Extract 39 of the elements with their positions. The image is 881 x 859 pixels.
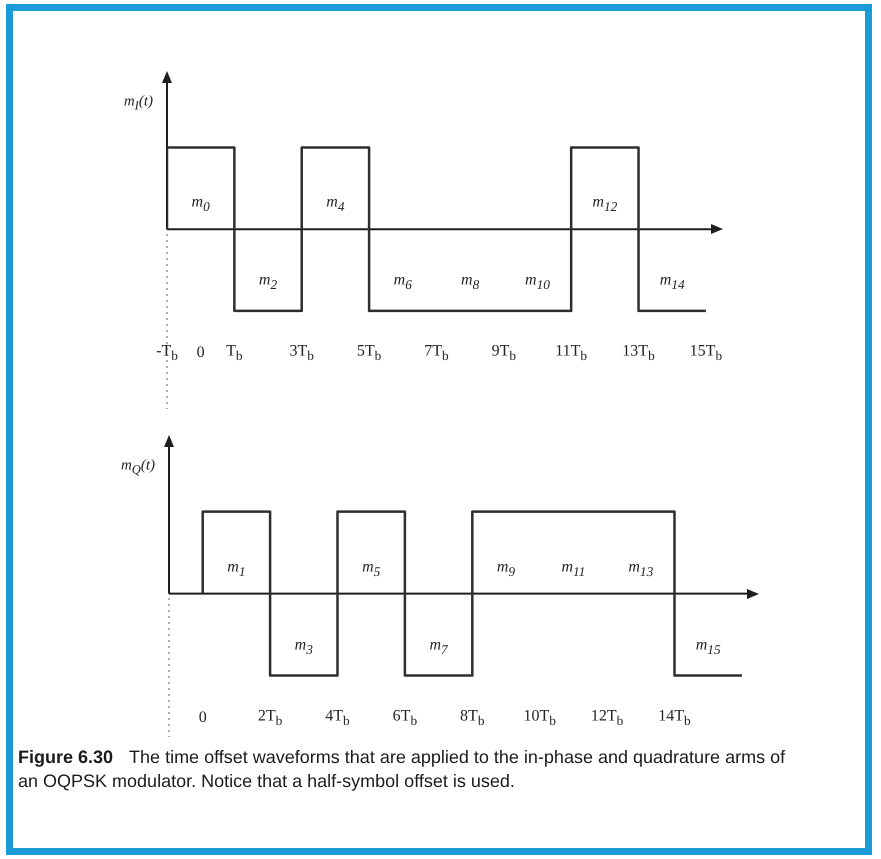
y-axis-title: m$_{Q}$(t) (120, 457, 155, 476)
x-tick-label: 7T$_{b}$ (424, 342, 449, 364)
x-tick-label: 15T$_{b}$ (690, 342, 722, 364)
annotation: m$_{6}$ (394, 272, 412, 292)
text: an OQPSK modulator. Notice that a half-symbol offset is used. (18, 771, 515, 791)
annotation: m$_{10}$ (525, 272, 550, 292)
y-axis-title: m$_{I}$(t) (124, 93, 153, 112)
annotation: m$_{13}$ (628, 558, 654, 579)
x-tick-label: 14T$_{b}$ (658, 707, 691, 728)
annotation: m$_{3}$ (294, 636, 313, 656)
x-tick-label: 8T$_{b}$ (460, 707, 485, 728)
x-tick-label: 5T$_{b}$ (356, 342, 382, 364)
x-tick-label: 11T$_{b}$ (555, 342, 588, 364)
annotation: m$_{8}$ (461, 272, 480, 292)
x-tick-label: 0 (198, 708, 207, 726)
x-tick-label: 2T$_{b}$ (258, 707, 282, 728)
annotation: m$_{5}$ (362, 558, 380, 579)
x-tick-label: T$_{b}$ (226, 342, 243, 364)
x-tick-label: 0 (196, 344, 205, 362)
annotation: m$_{11}$ (561, 558, 586, 579)
x-tick-label: 3T$_{b}$ (289, 342, 314, 364)
caption: Figure 6.30 (18, 747, 114, 767)
annotation: m$_{12}$ (592, 194, 618, 214)
x-tick-label: 13T$_{b}$ (622, 342, 655, 364)
x-tick-label: 9T$_{b}$ (492, 342, 516, 364)
x-tick-label: 12T$_{b}$ (590, 707, 624, 728)
annotation: m$_{7}$ (429, 636, 448, 656)
text: The time offset waveforms that are applied to the in-phase and quadrature arms of (129, 747, 786, 767)
annotation: m$_{4}$ (326, 194, 345, 214)
x-tick-label: 6T$_{b}$ (392, 707, 418, 728)
x-tick-label: -T$_{b}$ (156, 342, 178, 364)
x-tick-label: 4T$_{b}$ (325, 707, 350, 728)
annotation: m$_{15}$ (696, 636, 721, 656)
annotation: m$_{1}$ (227, 558, 246, 579)
annotation: m$_{2}$ (258, 272, 278, 292)
x-tick-label: 10T$_{b}$ (523, 707, 556, 728)
annotation: m$_{14}$ (660, 272, 685, 292)
annotation: m$_{0}$ (192, 194, 210, 214)
annotation: m$_{9}$ (496, 558, 516, 579)
